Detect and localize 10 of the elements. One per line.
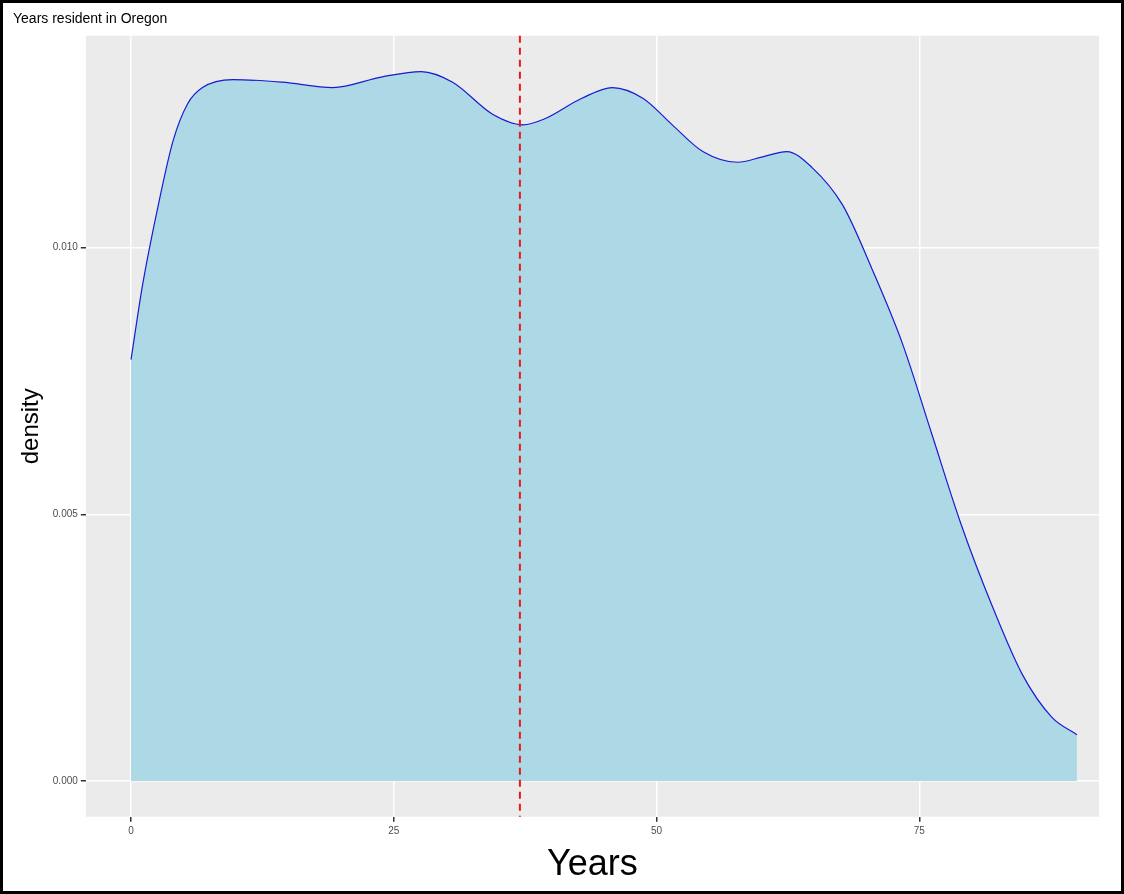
y-tick-label: 0.005	[52, 508, 79, 520]
x-tick-label: 50	[650, 824, 663, 836]
y-axis-title: density	[16, 388, 44, 465]
y-tick-label: 0.000	[52, 774, 79, 786]
x-tick-label: 25	[388, 824, 400, 836]
y-tick-label: 0.010	[52, 241, 79, 253]
x-tick-label: 0	[128, 824, 135, 836]
chart-title: Years resident in Oregon	[13, 10, 168, 27]
x-axis-title: Years	[547, 842, 638, 884]
x-tick-label: 75	[913, 824, 926, 836]
